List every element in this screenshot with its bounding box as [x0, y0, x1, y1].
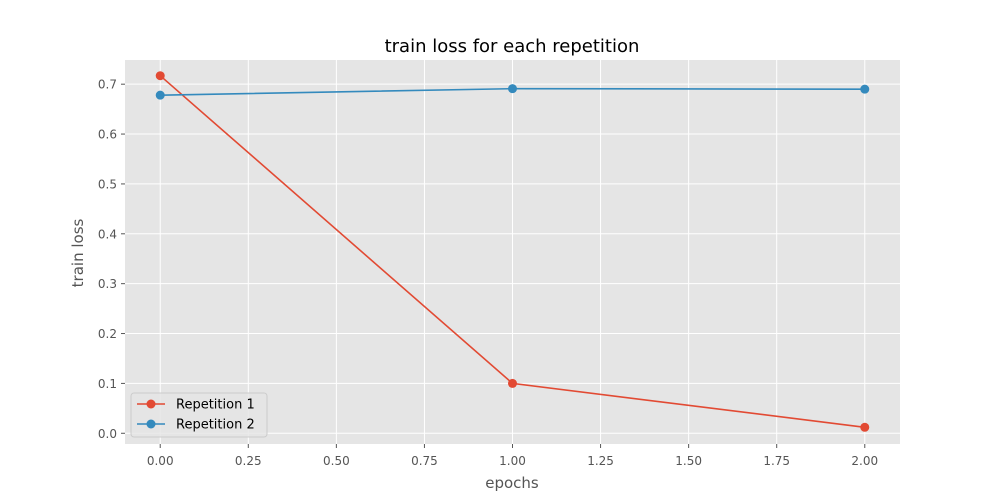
series-2	[155, 84, 870, 100]
legend: Repetition 1 Repetition 2	[130, 392, 268, 438]
x-tick-label: 1.25	[587, 454, 614, 468]
y-tick-label: 0.2	[98, 327, 117, 341]
y-tick-label: 0.0	[98, 427, 117, 441]
x-tick-label: 2.00	[851, 454, 878, 468]
legend-marker	[146, 399, 156, 409]
x-tick-label: 0.25	[235, 454, 262, 468]
series-layer	[155, 71, 870, 432]
x-tick-label: 1.00	[499, 454, 526, 468]
x-tick-label: 1.50	[675, 454, 702, 468]
x-tick-label: 1.75	[763, 454, 790, 468]
y-tick-label: 0.1	[98, 377, 117, 391]
x-tick-label: 0.50	[323, 454, 350, 468]
legend-label: Repetition 1	[176, 398, 255, 413]
data-point	[508, 378, 517, 388]
series-1	[155, 71, 870, 432]
y-axis-label: train loss	[69, 218, 87, 287]
y-tick-label: 0.3	[98, 277, 117, 291]
y-tick-label: 0.5	[98, 177, 117, 191]
chart-title: train loss for each repetition	[385, 36, 640, 57]
data-point	[860, 84, 870, 94]
legend-item: Repetition 1	[137, 398, 255, 413]
data-point	[860, 422, 870, 432]
x-axis-ticks: 0.00 0.25 0.50 0.75 1.00 1.25 1.50 1.75 2.00	[147, 444, 878, 468]
x-tick-label: 0.00	[147, 454, 174, 468]
data-point	[155, 71, 165, 81]
x-tick-label: 0.75	[411, 454, 438, 468]
legend-item: Repetition 2	[137, 418, 255, 433]
x-axis-label: epochs	[485, 474, 539, 492]
legend-marker	[146, 419, 156, 429]
data-point	[508, 84, 517, 94]
y-tick-label: 0.7	[98, 78, 117, 92]
y-tick-label: 0.6	[98, 128, 117, 142]
data-point	[155, 90, 165, 100]
y-axis-ticks: 0.0 0.1 0.2 0.3 0.4 0.5 0.6 0.7	[98, 78, 125, 441]
legend-label: Repetition 2	[176, 418, 255, 433]
y-tick-label: 0.4	[98, 227, 117, 241]
